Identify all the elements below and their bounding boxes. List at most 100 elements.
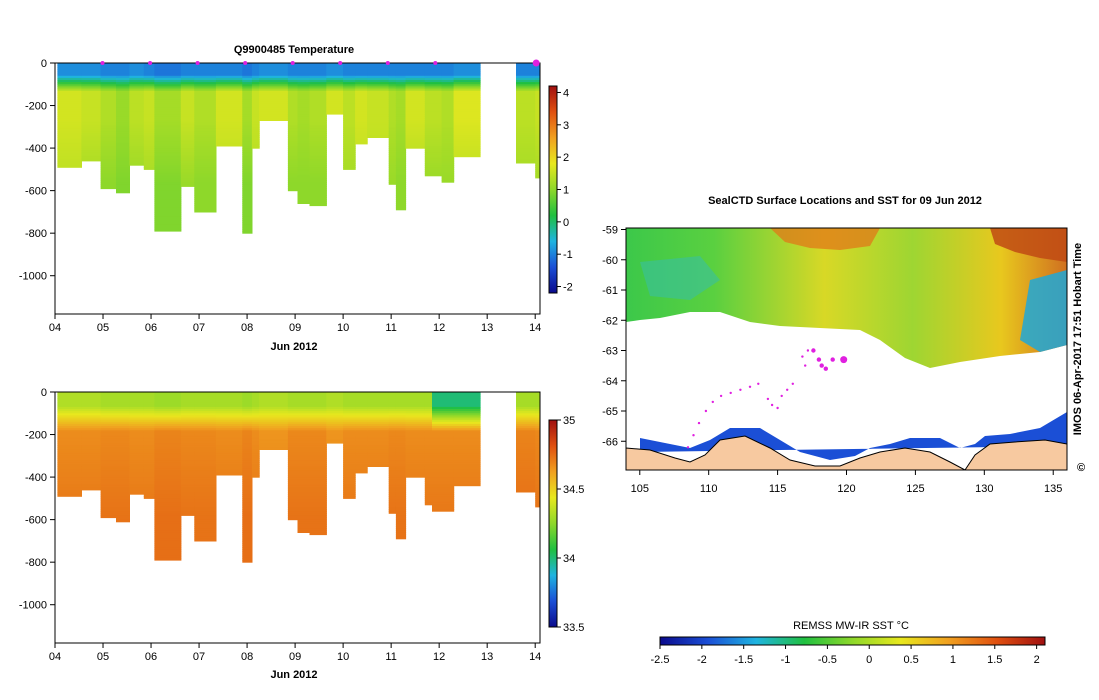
profile-cell [309,77,327,81]
profile-cell [297,194,311,198]
profile-cell [367,101,390,104]
profile-cell [287,430,299,433]
profile-cell [251,472,260,476]
profile-cell [116,406,130,410]
profile-cell [343,423,356,427]
profile-cell [309,105,327,109]
profile-cell [297,192,311,196]
profile-cell [388,406,397,410]
profile-cell [424,485,433,489]
profile-cell [116,509,130,512]
profile-cell [367,443,390,446]
profile-cell [57,479,82,482]
profile-cell [388,152,397,155]
profile-cell [143,487,155,491]
profile-cell [194,492,217,495]
lon-tick-label: 110 [700,483,718,495]
profile-cell [215,116,243,119]
profile-cell [367,126,390,130]
profile-cell [287,139,299,143]
profile-cell [116,502,130,506]
profile-cell [309,146,327,149]
profile-cell [251,413,260,416]
profile-cell [251,143,260,147]
profile-cell [395,536,407,540]
profile-cell [343,75,356,79]
profile-cell [242,502,253,506]
profile-cell [129,133,145,136]
profile-cell [242,184,253,187]
profile-cell [309,139,327,143]
profile-cell [516,73,536,77]
profile-cell [388,447,397,450]
profile-cell [57,77,82,81]
profile-cell [57,105,82,109]
profile-cell [405,133,426,136]
profile-cell [154,470,182,474]
profile-cell [309,500,327,504]
profile-cell [242,464,253,467]
profile-cell [129,438,145,442]
profile-cell [395,150,407,153]
profile-cell [309,197,327,200]
profile-cell [405,451,426,455]
profile-cell [453,97,481,100]
profile-cell [424,160,443,164]
profile-cell [395,509,407,512]
profile-cell [242,205,253,209]
profile-cell [100,421,117,425]
profile-cell [287,160,299,164]
profile-cell [100,160,117,164]
profile-cell [180,156,195,160]
profile-cell [116,455,130,459]
profile-cell [343,409,356,412]
profile-marker [243,61,248,65]
profile-cell [57,487,82,491]
y-tick-label: -1000 [19,271,47,283]
profile-cell [309,447,327,450]
profile-cell [242,477,253,480]
profile-cell [453,122,481,126]
profile-cell [57,75,82,79]
profile-cell [129,392,145,395]
profile-cell [251,443,260,446]
profile-cell [432,460,455,463]
profile-cell [432,419,455,423]
profile-cell [395,498,407,502]
profile-cell [154,492,182,495]
profile-cell [424,423,433,427]
profile-cell [297,496,311,499]
profile-cell [343,489,356,493]
profile-cell [116,120,130,124]
profile-cell [432,464,455,467]
profile-cell [388,109,397,113]
profile-cell [326,107,344,111]
profile-cell [395,173,407,177]
profile-cell [129,428,145,431]
profile-cell [395,137,407,141]
profile-cell [129,460,145,463]
profile-cell [194,154,217,158]
profile-cell [129,150,145,153]
x-tick-label: 13 [481,651,493,663]
profile-cell [343,133,356,136]
profile-cell [143,426,155,429]
profile-cell [343,124,356,128]
profile-cell [453,396,481,399]
profile-cell [287,436,299,440]
profile-cell [100,453,117,457]
profile-cell [242,114,253,117]
profile-cell [424,97,443,100]
colorbar-tick-label: -1 [563,249,573,261]
profile-cell [355,109,368,113]
profile-cell [516,88,536,92]
profile-cell [309,532,327,536]
profile-cell [259,409,289,412]
profile-cell [100,92,117,96]
profile-cell [287,133,299,136]
profile-cell [388,82,397,85]
profile-cell [194,141,217,145]
profile-cell [143,75,155,79]
profile-cell [395,156,407,160]
profile-cell [395,419,407,423]
